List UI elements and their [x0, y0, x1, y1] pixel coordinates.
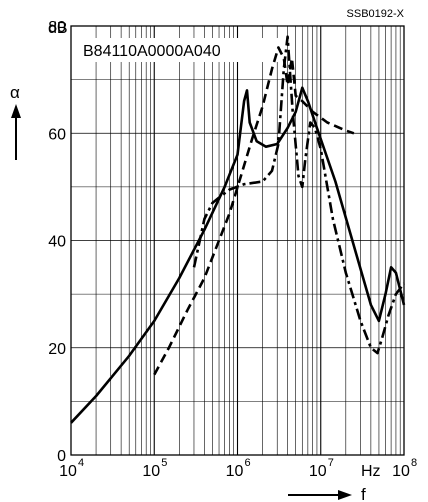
x-tick-labels: 10 4 10 5 10 6 10 7 10 8: [59, 457, 417, 480]
x-tick-label: 10 5: [142, 457, 167, 480]
x-tick-exponent: 7: [328, 457, 334, 469]
series-line-dashed: [153, 46, 355, 376]
x-tick-base: 10: [142, 463, 160, 480]
y-tick-labels: 0 20 40 60 80: [48, 19, 66, 465]
y-tick-label: 40: [48, 234, 66, 251]
chart-title: B84110A0000A040: [83, 43, 221, 60]
y-tick-label: 60: [48, 126, 66, 143]
x-tick-exponent: 6: [245, 457, 251, 469]
y-unit-label: dB: [48, 20, 68, 37]
x-axis-label: f: [361, 485, 366, 502]
x-axis-arrow: [288, 490, 352, 500]
x-tick-base: 10: [59, 463, 77, 480]
curves: [70, 35, 406, 424]
y-axis-label: α: [10, 83, 20, 102]
x-tick-label: 10 7: [309, 457, 334, 480]
x-tick-base: 10: [309, 463, 327, 480]
x-tick-base: 10: [226, 463, 244, 480]
x-tick-label: 10 6: [226, 457, 251, 480]
x-unit-label: Hz: [361, 463, 381, 480]
x-tick-label: 10 4: [59, 457, 84, 480]
x-tick-exponent: 5: [161, 457, 167, 469]
x-tick-label: 10 8: [392, 457, 417, 480]
y-axis-arrow: [11, 104, 21, 160]
y-tick-label: 0: [57, 448, 66, 465]
chart-code: SSB0192-X: [347, 8, 405, 20]
x-tick-base: 10: [392, 463, 410, 480]
x-tick-exponent: 8: [411, 457, 417, 469]
y-tick-label: 80: [48, 19, 66, 36]
y-tick-label: 20: [48, 341, 66, 358]
chart-grid: [71, 26, 404, 455]
series-line-dash-dot: [192, 35, 406, 355]
x-tick-exponent: 4: [78, 457, 84, 469]
plot-frame: [70, 25, 405, 456]
